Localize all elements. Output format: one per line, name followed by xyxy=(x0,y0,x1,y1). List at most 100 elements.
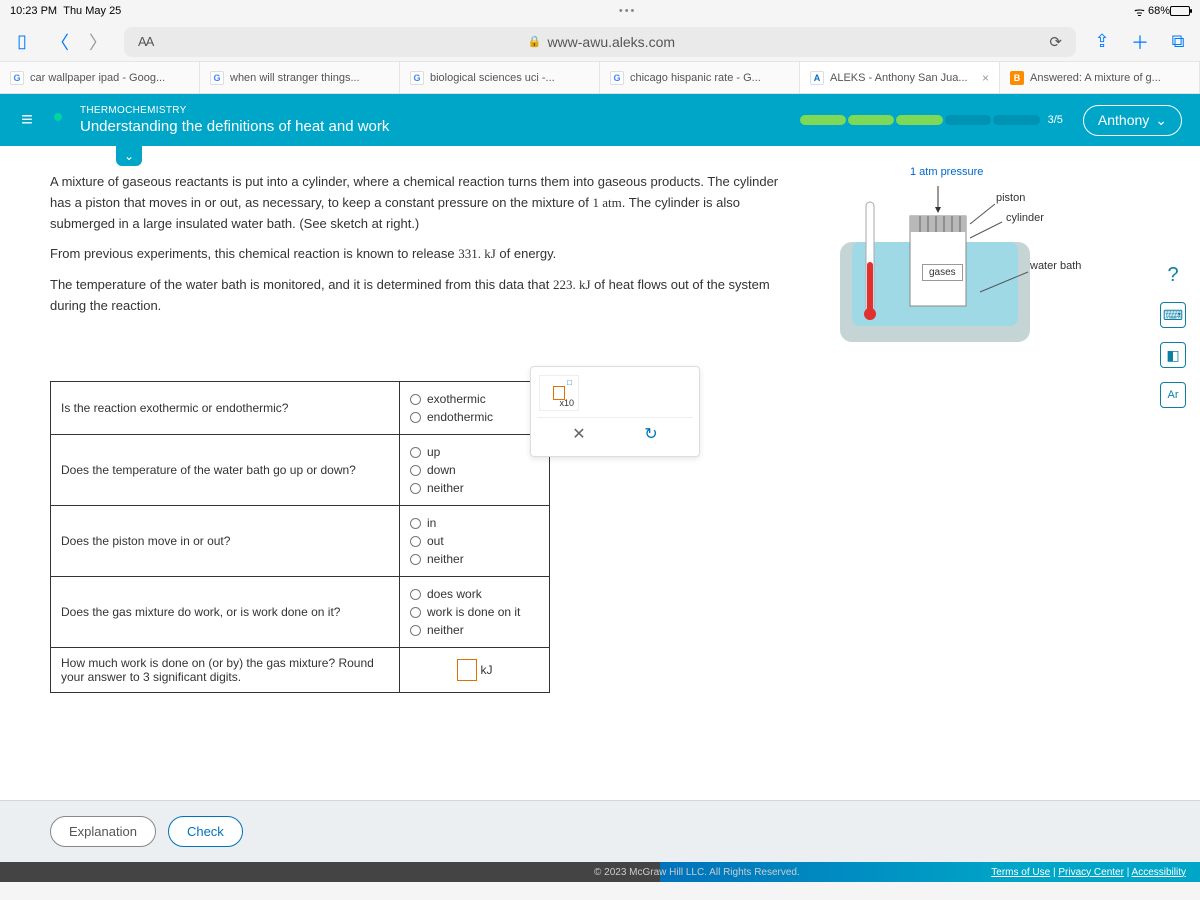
answer-option[interactable]: neither xyxy=(410,621,539,639)
question-text: Is the reaction exothermic or endothermi… xyxy=(51,382,400,435)
calculator-button[interactable]: ⌨ xyxy=(1160,302,1186,328)
option-label: out xyxy=(427,534,444,548)
tab-label: chicago hispanic rate - G... xyxy=(630,72,761,84)
chevron-down-icon: ⌄ xyxy=(1155,112,1167,129)
browser-tab[interactable]: Gcar wallpaper ipad - Goog... xyxy=(0,62,200,93)
progress-text: 3/5 xyxy=(1048,114,1063,126)
page-title: Understanding the definitions of heat an… xyxy=(80,118,800,135)
battery-icon xyxy=(1170,6,1190,16)
chart-button[interactable]: ◧ xyxy=(1160,342,1186,368)
close-icon[interactable]: × xyxy=(982,71,989,85)
radio-icon xyxy=(410,394,421,405)
answer-option[interactable]: work is done on it xyxy=(410,603,539,621)
footer-link[interactable]: Privacy Center xyxy=(1058,867,1124,878)
option-label: neither xyxy=(427,552,464,566)
footer-link[interactable]: Accessibility xyxy=(1132,867,1186,878)
favicon-icon: B xyxy=(1010,71,1024,85)
answer-option[interactable]: down xyxy=(410,461,539,479)
favicon-icon: G xyxy=(210,71,224,85)
tab-strip: Gcar wallpaper ipad - Goog...Gwhen will … xyxy=(0,62,1200,94)
periodic-table-button[interactable]: Ar xyxy=(1160,382,1186,408)
palette-clear-button[interactable]: ✕ xyxy=(572,424,585,444)
radio-icon xyxy=(410,589,421,600)
reload-icon[interactable]: ⟳ xyxy=(1049,33,1062,51)
answer-option[interactable]: exothermic xyxy=(410,390,539,408)
text-size-button[interactable]: AA xyxy=(138,34,153,49)
palette-undo-button[interactable]: ↻ xyxy=(644,424,657,444)
address-bar[interactable]: AA 🔒 www-awu.aleks.com ⟳ xyxy=(124,27,1076,57)
browser-toolbar: ▯ 〈 〉 AA 🔒 www-awu.aleks.com ⟳ ⇪ ＋ ⧉ xyxy=(0,22,1200,62)
topic-label: THERMOCHEMISTRY xyxy=(80,105,800,116)
forward-icon: 〉 xyxy=(86,30,110,54)
progress-segment xyxy=(800,115,846,125)
url-text: www-awu.aleks.com xyxy=(547,34,675,50)
apparatus-diagram: 1 atm pressure piston cylinder water bat… xyxy=(830,172,1110,355)
browser-tab[interactable]: Gbiological sciences uci -... xyxy=(400,62,600,93)
tab-label: Answered: A mixture of g... xyxy=(1030,72,1161,84)
question-text: Does the gas mixture do work, or is work… xyxy=(51,577,400,648)
unit-label: kJ xyxy=(481,663,493,677)
browser-tab[interactable]: A ALEKS - Anthony San Jua... × xyxy=(800,62,1000,93)
favicon-icon: G xyxy=(610,71,624,85)
option-label: neither xyxy=(427,623,464,637)
problem-text: A mixture of gaseous reactants is put in… xyxy=(50,172,790,327)
share-icon[interactable]: ⇪ xyxy=(1090,30,1114,54)
diagram-label-piston: piston xyxy=(996,192,1025,204)
tabs-icon[interactable]: ⧉ xyxy=(1166,30,1190,54)
symbol-palette: x10 □ ✕ ↻ xyxy=(530,366,700,457)
diagram-label-pressure: 1 atm pressure xyxy=(910,166,983,178)
action-bar: Explanation Check xyxy=(0,800,1200,862)
answer-option[interactable]: up xyxy=(410,443,539,461)
check-button[interactable]: Check xyxy=(168,816,243,847)
option-label: exothermic xyxy=(427,392,486,406)
explanation-button[interactable]: Explanation xyxy=(50,816,156,847)
tab-label: ALEKS - Anthony San Jua... xyxy=(830,72,968,84)
answer-option[interactable]: in xyxy=(410,514,539,532)
menu-icon[interactable]: ≡ xyxy=(0,94,54,146)
answer-option[interactable]: out xyxy=(410,532,539,550)
option-label: work is done on it xyxy=(427,605,520,619)
progress-segment xyxy=(993,115,1039,125)
tab-label: biological sciences uci -... xyxy=(430,72,555,84)
browser-tab[interactable]: Gwhen will stranger things... xyxy=(200,62,400,93)
collapse-handle[interactable]: ⌄ xyxy=(116,146,142,166)
topic-dot-icon xyxy=(54,113,62,121)
answer-option[interactable]: neither xyxy=(410,479,539,497)
help-button[interactable]: ? xyxy=(1160,262,1186,288)
progress-segment xyxy=(896,115,942,125)
question-text: How much work is done on (or by) the gas… xyxy=(51,648,400,693)
option-label: in xyxy=(427,516,436,530)
answer-option[interactable]: endothermic xyxy=(410,408,539,426)
radio-icon xyxy=(410,483,421,494)
favicon-icon: G xyxy=(410,71,424,85)
tab-label: car wallpaper ipad - Goog... xyxy=(30,72,165,84)
footer: © 2023 McGraw Hill LLC. All Rights Reser… xyxy=(0,862,1200,882)
battery-pct: 68% xyxy=(1148,5,1170,17)
status-dots: ••• xyxy=(121,5,1134,17)
palette-x10-button[interactable]: x10 □ xyxy=(539,375,579,411)
user-name: Anthony xyxy=(1098,112,1149,128)
radio-icon xyxy=(410,607,421,618)
answer-option[interactable]: does work xyxy=(410,585,539,603)
copyright-text: © 2023 McGraw Hill LLC. All Rights Reser… xyxy=(14,867,800,878)
favicon-icon: A xyxy=(810,71,824,85)
status-bar: 10:23 PM Thu May 25 ••• ᯤ 68% xyxy=(0,0,1200,22)
diagram-label-waterbath: water bath xyxy=(1030,260,1081,272)
radio-icon xyxy=(410,465,421,476)
sidebar-toggle-icon[interactable]: ▯ xyxy=(10,30,34,54)
browser-tab[interactable]: Gchicago hispanic rate - G... xyxy=(600,62,800,93)
wifi-icon: ᯤ xyxy=(1134,3,1145,20)
footer-link[interactable]: Terms of Use xyxy=(991,867,1050,878)
new-tab-icon[interactable]: ＋ xyxy=(1128,30,1152,54)
answer-option[interactable]: neither xyxy=(410,550,539,568)
option-label: does work xyxy=(427,587,482,601)
user-menu[interactable]: Anthony ⌄ xyxy=(1083,105,1182,136)
progress-indicator: 3/5 xyxy=(800,114,1063,126)
browser-tab[interactable]: B Answered: A mixture of g... xyxy=(1000,62,1200,93)
content-area: ⌄ A mixture of gaseous reactants is put … xyxy=(0,146,1200,862)
back-icon[interactable]: 〈 xyxy=(48,30,72,54)
progress-segment xyxy=(945,115,991,125)
status-time: 10:23 PM xyxy=(10,5,57,17)
numeric-input[interactable] xyxy=(457,659,477,681)
question-text: Does the temperature of the water bath g… xyxy=(51,435,400,506)
